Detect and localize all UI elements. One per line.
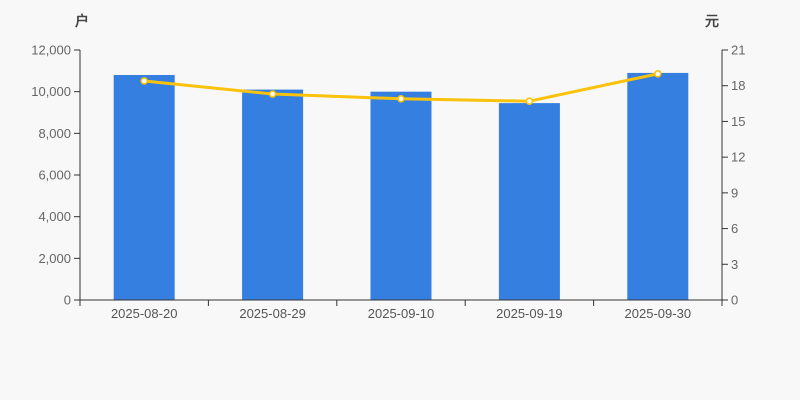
y-left-tick-label: 4,000 [38, 209, 71, 224]
y-right-tick-label: 21 [731, 43, 745, 58]
x-tick-label: 2025-09-30 [625, 306, 692, 321]
y-right-tick-label: 0 [731, 293, 738, 308]
right-axis-unit-label: 元 [705, 13, 719, 29]
y-left-tick-label: 12,000 [31, 43, 71, 58]
line-point-2025-08-20[interactable] [140, 77, 148, 85]
x-tick-label: 2025-08-29 [239, 306, 306, 321]
y-right-tick-label: 9 [731, 185, 738, 200]
bar-2025-09-30[interactable] [627, 72, 689, 301]
y-left-tick-label: 8,000 [38, 126, 71, 141]
y-right-tick-label: 3 [731, 257, 738, 272]
line-point-2025-09-30[interactable] [653, 70, 662, 78]
left-axis-unit-label: 户 [75, 13, 89, 29]
bar-2025-08-20[interactable] [113, 75, 175, 300]
y-right-tick-label: 15 [731, 114, 745, 129]
y-left-tick-label: 2,000 [38, 251, 71, 266]
line-point-2025-09-19[interactable] [525, 97, 534, 105]
bar-2025-09-10[interactable] [370, 91, 432, 301]
y-right-tick-label: 6 [731, 221, 738, 236]
y-left-tick-label: 6,000 [38, 168, 71, 183]
line-point-2025-09-10[interactable] [397, 95, 405, 103]
y-left-tick-label: 10,000 [31, 84, 71, 99]
x-tick-label: 2025-09-19 [496, 306, 563, 321]
x-tick-label: 2025-08-20 [111, 306, 178, 321]
x-tick-label: 2025-09-10 [368, 306, 435, 321]
y-right-tick-label: 18 [731, 78, 745, 93]
bar-2025-09-19[interactable] [498, 103, 560, 300]
line-point-2025-08-29[interactable] [268, 90, 277, 98]
y-left-tick-label: 0 [64, 293, 71, 308]
bar-2025-08-29[interactable] [242, 89, 304, 300]
y-right-tick-label: 12 [731, 150, 745, 165]
